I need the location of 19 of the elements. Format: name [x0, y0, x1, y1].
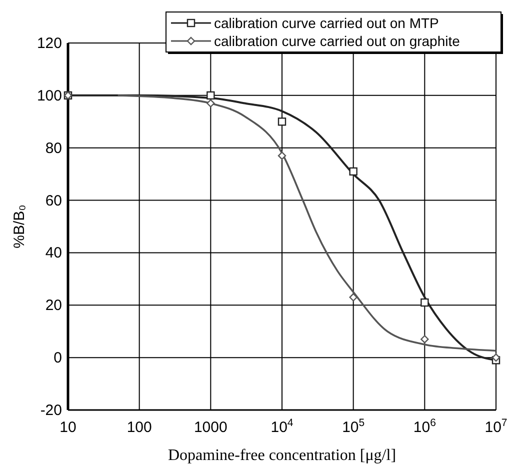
x-tick-label: 100: [126, 419, 152, 436]
y-tick-label: -20: [40, 402, 62, 419]
legend-label: calibration curve carried out on MTP: [214, 15, 439, 31]
y-tick-label: 0: [54, 350, 62, 367]
x-tick-label: 10$^{6}$: [413, 417, 436, 436]
x-tick-label: 1000: [194, 419, 228, 436]
y-tick-label: 80: [45, 140, 62, 157]
x-tick-label: 10$^{4}$: [270, 417, 294, 436]
y-tick-label: 100: [36, 87, 62, 104]
x-axis-title: Dopamine-free concentration [μg/l]: [168, 447, 396, 464]
y-tick-label: 40: [45, 244, 62, 262]
y-tick-label: 60: [45, 192, 62, 210]
y-tick-label: 20: [45, 297, 62, 314]
x-tick-label: 10$^{7}$: [484, 417, 508, 436]
y-axis-title: %B/B₀: [11, 204, 28, 248]
y-tick-label: 120: [36, 35, 62, 52]
x-tick-label: 10$^{5}$: [342, 417, 365, 436]
x-tick-label: 10: [60, 419, 76, 436]
legend-label: calibration curve carried out on graphite: [214, 33, 460, 49]
